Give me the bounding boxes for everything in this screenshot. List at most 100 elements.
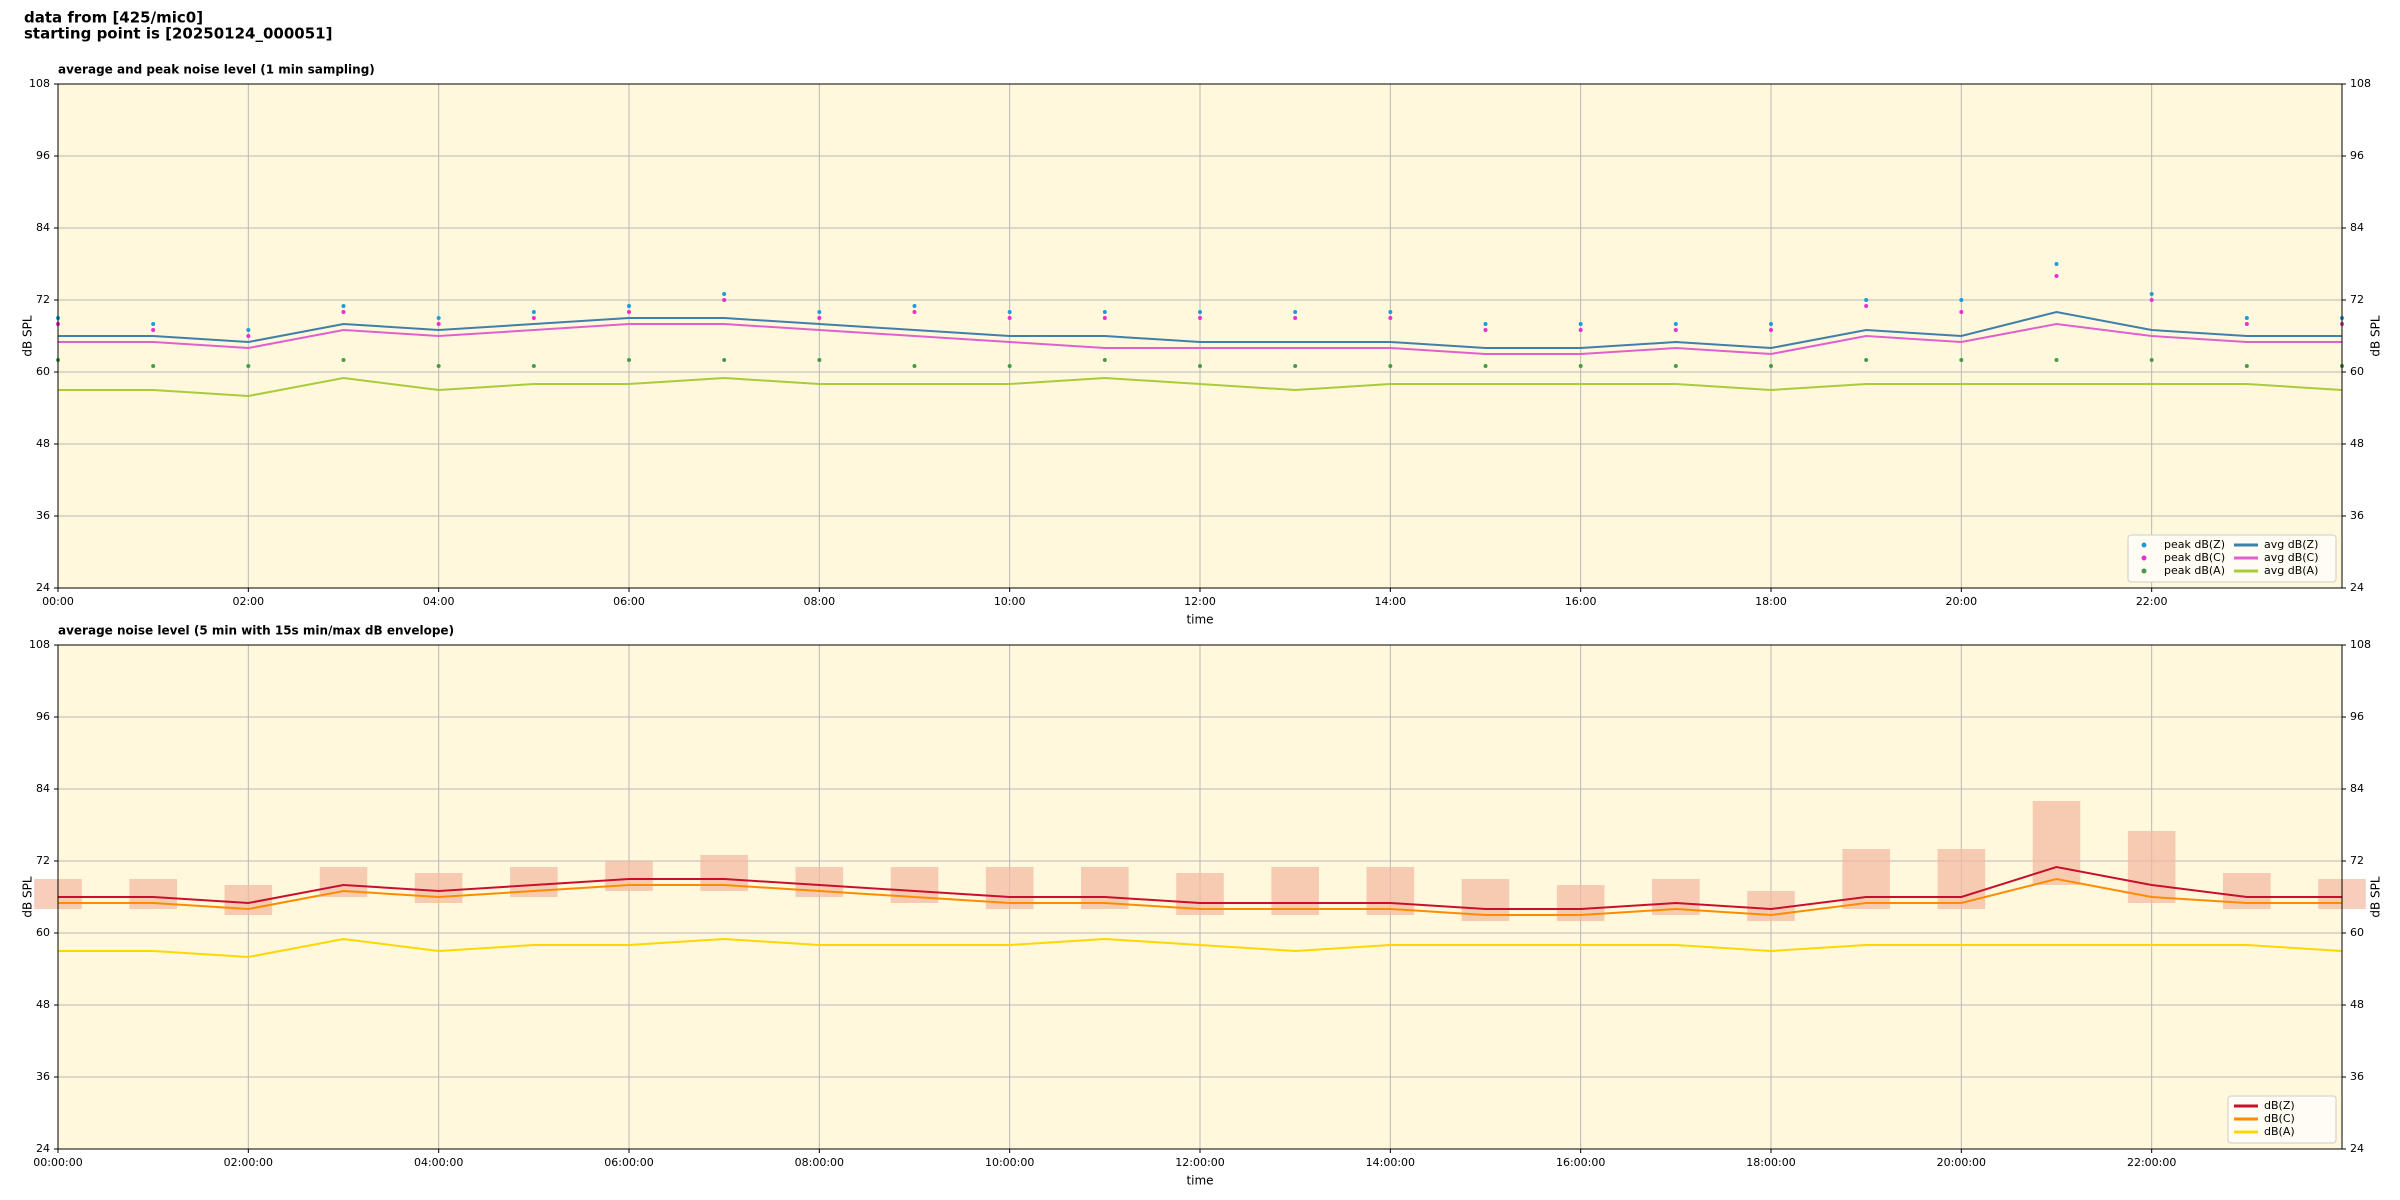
- legend-label: dB(C): [2264, 1112, 2295, 1125]
- peak-dot: [1483, 322, 1488, 326]
- y-tick-label: 108: [29, 638, 50, 651]
- peak-dot: [531, 310, 536, 314]
- header-line: starting point is [20250124_000051]: [24, 25, 332, 43]
- y-tick-label: 24: [2350, 581, 2364, 594]
- envelope: [1366, 867, 1415, 915]
- legend-label: dB(Z): [2264, 1099, 2295, 1112]
- y-tick-label: 24: [2350, 1142, 2364, 1155]
- legend-label: avg dB(C): [2264, 551, 2319, 564]
- y-axis-label: dB SPL: [2369, 315, 2383, 357]
- peak-dot: [722, 358, 727, 362]
- peak-dot: [1293, 364, 1298, 368]
- x-tick-label: 12:00:00: [1175, 1156, 1224, 1169]
- x-tick-label: 08:00:00: [795, 1156, 844, 1169]
- peak-dot: [2054, 274, 2059, 278]
- peak-dot: [151, 322, 156, 326]
- chart-title: average and peak noise level (1 min samp…: [58, 63, 375, 77]
- peak-dot: [1864, 358, 1869, 362]
- peak-dot: [436, 364, 441, 368]
- peak-dot: [1102, 358, 1107, 362]
- legend-label: avg dB(A): [2264, 564, 2318, 577]
- x-tick-label: 18:00: [1755, 595, 1787, 608]
- peak-dot: [1864, 304, 1869, 308]
- peak-dot: [1769, 328, 1773, 332]
- peak-dot: [1198, 316, 1202, 320]
- peak-dot: [1388, 310, 1393, 314]
- x-tick-label: 06:00:00: [604, 1156, 653, 1169]
- chart-title: average noise level (5 min with 15s min/…: [58, 624, 454, 638]
- legend-label: avg dB(Z): [2264, 538, 2318, 551]
- peak-dot: [722, 298, 727, 302]
- peak-dot: [1293, 316, 1298, 320]
- peak-dot: [817, 310, 822, 314]
- x-tick-label: 14:00:00: [1366, 1156, 1415, 1169]
- x-tick-label: 12:00: [1184, 595, 1216, 608]
- y-tick-label: 96: [36, 710, 50, 723]
- peak-dot: [1769, 364, 1773, 368]
- peak-dot: [2244, 316, 2249, 320]
- peak-dot: [246, 328, 251, 332]
- y-tick-label: 108: [2350, 77, 2371, 90]
- peak-dot: [2149, 298, 2154, 302]
- peak-dot: [1959, 298, 1964, 302]
- peak-dot: [1483, 364, 1488, 368]
- peak-dot: [1388, 364, 1393, 368]
- peak-dot: [1959, 310, 1964, 314]
- envelope: [414, 873, 463, 903]
- peak-dot: [151, 364, 156, 368]
- header-line: data from [425/mic0]: [24, 9, 203, 27]
- x-tick-label: 18:00:00: [1746, 1156, 1795, 1169]
- y-tick-label: 48: [2350, 437, 2364, 450]
- y-axis-label: dB SPL: [21, 876, 35, 918]
- x-tick-label: 04:00:00: [414, 1156, 463, 1169]
- plot-frame: [57, 83, 2343, 589]
- y-tick-label: 60: [2350, 926, 2364, 939]
- series-line: [58, 310, 2342, 350]
- peak-dot: [627, 310, 631, 314]
- y-tick-label: 48: [2350, 998, 2364, 1011]
- y-tick-label: 48: [36, 437, 50, 450]
- peak-dot: [912, 310, 917, 314]
- peak-dot: [2054, 358, 2059, 362]
- x-tick-label: 16:00: [1565, 595, 1597, 608]
- x-tick-label: 08:00: [803, 595, 835, 608]
- peak-dot: [341, 304, 346, 308]
- peak-dot: [1959, 358, 1964, 362]
- peak-dot: [436, 322, 441, 326]
- x-tick-label: 14:00: [1374, 595, 1406, 608]
- series-line: [58, 877, 2342, 917]
- legend-label: peak dB(C): [2164, 551, 2225, 564]
- peak-dot: [1769, 322, 1773, 326]
- peak-dot: [912, 364, 917, 368]
- peak-dot: [1102, 316, 1107, 320]
- peak-dot: [1007, 364, 1012, 368]
- peak-dot: [436, 316, 441, 320]
- legend-label: peak dB(A): [2164, 564, 2225, 577]
- peak-dot: [627, 304, 631, 308]
- peak-dot: [1198, 364, 1202, 368]
- x-tick-label: 20:00:00: [1937, 1156, 1986, 1169]
- peak-dot: [341, 358, 346, 362]
- peak-dot: [2149, 292, 2154, 296]
- peak-dot: [1578, 322, 1583, 326]
- y-tick-label: 36: [2350, 1070, 2364, 1083]
- peak-dot: [1007, 316, 1012, 320]
- x-axis-label: time: [1186, 1174, 1213, 1188]
- peak-dot: [2244, 364, 2249, 368]
- x-axis-label: time: [1186, 613, 1213, 627]
- y-tick-label: 96: [2350, 149, 2364, 162]
- y-tick-label: 36: [36, 509, 50, 522]
- y-tick-label: 36: [36, 1070, 50, 1083]
- x-tick-label: 06:00: [613, 595, 645, 608]
- x-tick-label: 10:00: [994, 595, 1026, 608]
- peak-dot: [1007, 310, 1012, 314]
- y-tick-label: 84: [36, 782, 50, 795]
- peak-dot: [817, 316, 822, 320]
- series-line: [58, 865, 2342, 911]
- peak-dot: [1102, 310, 1107, 314]
- legend-label: dB(A): [2264, 1125, 2295, 1138]
- legend-swatch: [2141, 568, 2147, 574]
- x-tick-label: 16:00:00: [1556, 1156, 1605, 1169]
- y-axis-label: dB SPL: [2369, 876, 2383, 918]
